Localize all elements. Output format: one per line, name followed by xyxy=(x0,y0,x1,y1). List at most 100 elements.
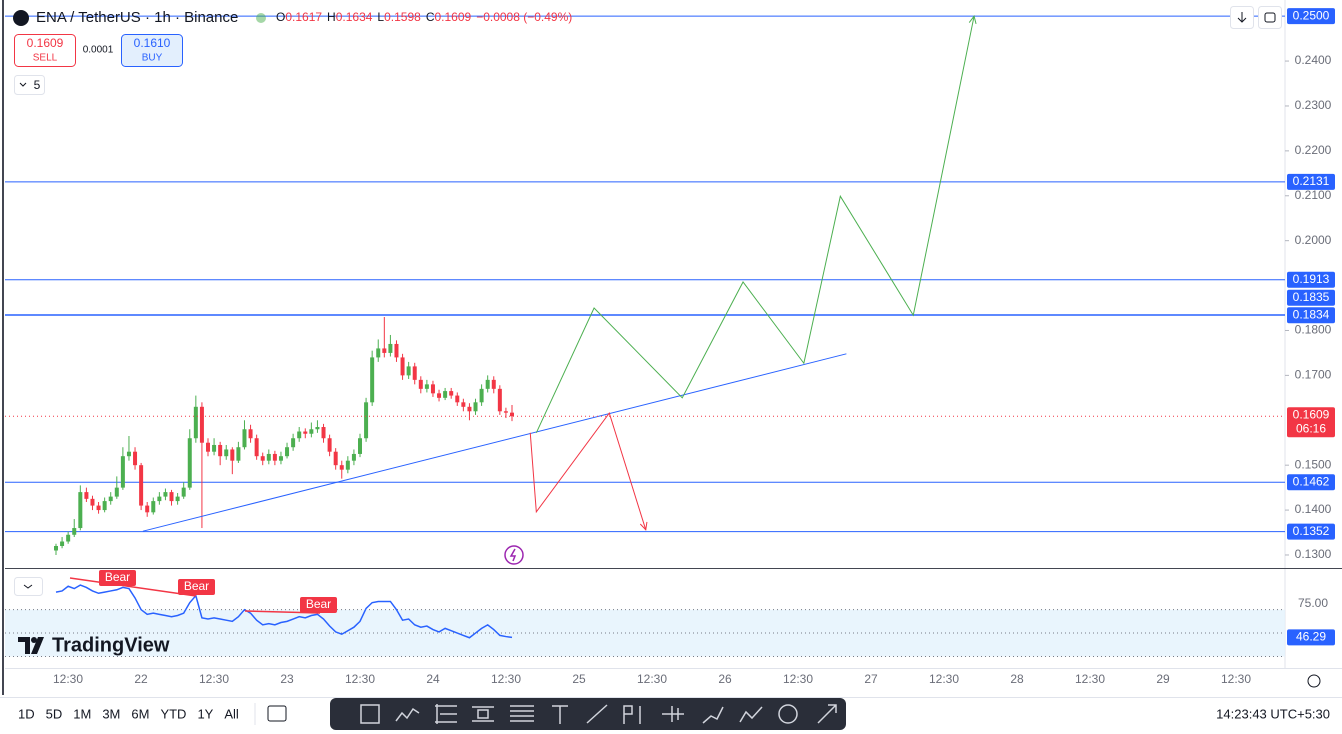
x-tick-label: 27 xyxy=(864,672,878,686)
candle-body xyxy=(133,451,138,466)
range-button[interactable]: 1Y xyxy=(197,706,213,721)
candle-body xyxy=(315,427,320,430)
rsi-last-tag xyxy=(1287,629,1335,646)
goto-date-icon[interactable] xyxy=(267,705,287,722)
arrow-head xyxy=(639,521,648,531)
level-label: 0.2131 xyxy=(1293,174,1330,188)
candle-body xyxy=(309,429,314,434)
countdown: 06:16 xyxy=(1296,421,1326,435)
buy-price: 0.1610 xyxy=(134,36,171,50)
settings-icon[interactable] xyxy=(1307,674,1321,688)
drawing-tools xyxy=(360,704,837,724)
level-tag xyxy=(1287,173,1335,190)
candle-body xyxy=(199,406,204,443)
candle-body xyxy=(187,438,192,488)
candle-body xyxy=(412,366,417,380)
level-label: 0.2500 xyxy=(1293,8,1330,22)
tool-icon[interactable] xyxy=(623,705,641,724)
x-tick-label: 12:30 xyxy=(345,672,375,686)
level-label: 0.1352 xyxy=(1293,524,1330,538)
range-button[interactable]: 5D xyxy=(46,706,63,721)
level-label: 0.1913 xyxy=(1293,272,1330,286)
candle-body xyxy=(145,505,150,513)
event-icon[interactable] xyxy=(504,545,524,565)
tool-icon[interactable] xyxy=(778,704,798,724)
indicator-count: 5 xyxy=(34,78,41,92)
change: −0.0008 (−0.49%) xyxy=(476,10,572,24)
range-button[interactable]: YTD xyxy=(160,706,186,721)
tool-icon[interactable] xyxy=(817,704,837,724)
symbol-title[interactable]: ENA / TetherUS · 1h · Binance xyxy=(36,9,238,26)
level-tag xyxy=(1287,8,1335,25)
fullscreen-button[interactable] xyxy=(1258,6,1282,29)
x-tick-label: 12:30 xyxy=(929,672,959,686)
rsi-last-label: 46.29 xyxy=(1296,630,1326,644)
sell-button[interactable] xyxy=(14,34,76,67)
chevron xyxy=(19,82,27,87)
candle-body xyxy=(285,447,290,457)
candle-body xyxy=(254,438,259,457)
x-tick-label: 29 xyxy=(1156,672,1170,686)
level-label: 0.1835 xyxy=(1293,290,1330,304)
candle-body xyxy=(461,402,466,407)
candle-body xyxy=(333,451,338,466)
candle-body xyxy=(430,384,435,394)
range-button[interactable]: All xyxy=(224,706,239,721)
buy-button[interactable] xyxy=(121,34,183,67)
bear-tag xyxy=(300,597,337,613)
candle-body xyxy=(376,348,381,358)
bear-label: Bear xyxy=(306,597,331,611)
level-tag xyxy=(1287,523,1335,540)
candle-body xyxy=(339,465,344,470)
tool-icon[interactable] xyxy=(360,704,380,724)
candle-body xyxy=(120,456,125,488)
range-button[interactable]: 1M xyxy=(73,706,91,721)
tool-icon[interactable] xyxy=(472,706,494,722)
candle-body xyxy=(72,528,77,535)
level-tag xyxy=(1287,307,1335,324)
y-tick-label: 0.2100 xyxy=(1295,188,1332,202)
buy-label: BUY xyxy=(142,53,163,64)
indicators-toggle[interactable] xyxy=(14,75,45,95)
o-value: 0.1617 xyxy=(285,10,322,24)
spread: 0.0001 xyxy=(83,45,114,56)
fullscreen-icon xyxy=(1264,12,1276,23)
tool-icon[interactable] xyxy=(662,706,684,722)
y-tick-label: 0.1500 xyxy=(1295,457,1332,471)
rsi-toggle[interactable] xyxy=(14,577,43,596)
candle-body xyxy=(266,453,271,461)
tool-icon[interactable] xyxy=(435,704,457,724)
candle-body xyxy=(248,429,253,439)
x-tick-label: 12:30 xyxy=(637,672,667,686)
main-pane xyxy=(5,15,1285,555)
candle-body xyxy=(218,444,223,457)
candle-body xyxy=(169,492,174,502)
candle-body xyxy=(163,492,168,497)
candle-body xyxy=(78,492,83,529)
candle-body xyxy=(60,541,65,546)
x-tick-label: 12:30 xyxy=(1221,672,1251,686)
candle-body xyxy=(382,348,387,353)
tool-icon[interactable] xyxy=(739,706,763,723)
tool-icon[interactable] xyxy=(395,707,420,722)
x-tick-label: 25 xyxy=(572,672,586,686)
candle-body xyxy=(278,456,283,461)
tool-icon[interactable] xyxy=(552,705,568,724)
bear-tag xyxy=(99,570,136,586)
x-tick-label: 12:30 xyxy=(491,672,521,686)
candle-body xyxy=(473,402,478,412)
tool-icon[interactable] xyxy=(510,705,534,722)
range-button[interactable]: 6M xyxy=(131,706,149,721)
range-button[interactable]: 1D xyxy=(18,706,35,721)
y-tick-label: 0.1400 xyxy=(1295,502,1332,516)
y-tick-label: 0.1800 xyxy=(1295,323,1332,337)
tool-icon[interactable] xyxy=(586,704,608,724)
range-button[interactable]: 3M xyxy=(102,706,120,721)
candle-body xyxy=(108,496,113,502)
logo-dot xyxy=(31,637,37,643)
h-value: 0.1634 xyxy=(336,10,373,24)
candle-body xyxy=(394,343,399,358)
sell-price: 0.1609 xyxy=(27,36,64,50)
tool-icon[interactable] xyxy=(702,706,724,724)
